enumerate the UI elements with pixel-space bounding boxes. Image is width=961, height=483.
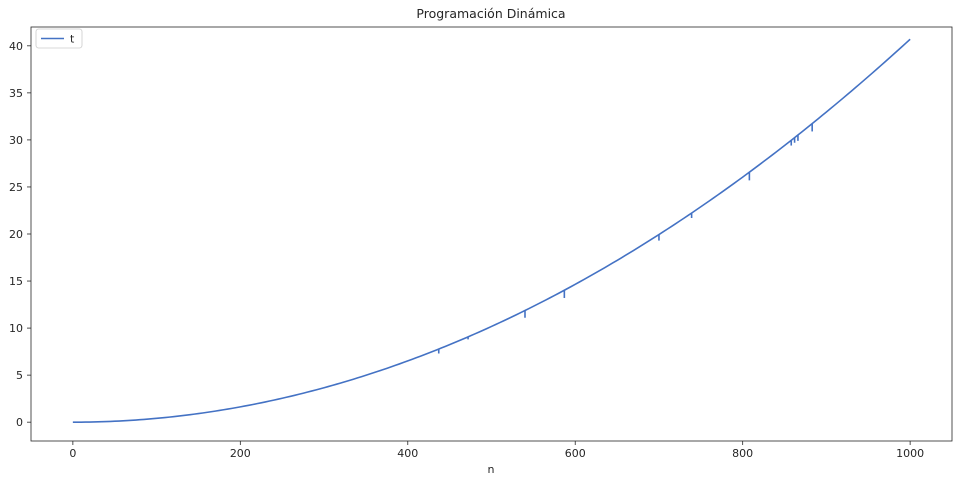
y-tick-label: 30: [9, 134, 23, 147]
y-tick-label: 15: [9, 275, 23, 288]
y-axis: 0 5 10 15 20 25 30 35 40: [9, 40, 31, 429]
series-line-t: [72, 38, 911, 423]
x-tick-label: 600: [565, 447, 586, 460]
legend-label: t: [70, 33, 75, 46]
y-tick-label: 5: [16, 369, 23, 382]
x-tick-label: 1000: [896, 447, 924, 460]
x-tick-label: 0: [69, 447, 76, 460]
x-tick-label: 800: [732, 447, 753, 460]
y-tick-label: 25: [9, 181, 23, 194]
y-tick-label: 35: [9, 87, 23, 100]
y-tick-label: 0: [16, 416, 23, 429]
legend: t: [35, 28, 83, 49]
x-axis-label: n: [488, 463, 495, 476]
y-tick-label: 20: [9, 228, 23, 241]
x-tick-label: 400: [397, 447, 418, 460]
x-axis: 0 200 400 600 800 1000: [69, 441, 924, 460]
x-tick-label: 200: [230, 447, 251, 460]
chart-title: Programación Dinámica: [416, 6, 565, 21]
y-tick-label: 40: [9, 40, 23, 53]
y-tick-label: 10: [9, 322, 23, 335]
